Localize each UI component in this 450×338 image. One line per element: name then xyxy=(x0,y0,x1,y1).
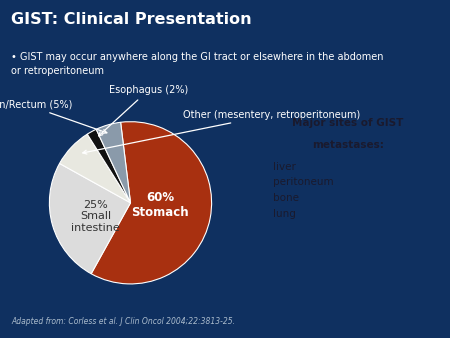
Wedge shape xyxy=(91,122,212,284)
Text: Colon/Rectum (5%): Colon/Rectum (5%) xyxy=(0,99,107,134)
Text: bone: bone xyxy=(273,193,299,203)
Text: GIST: Clinical Presentation: GIST: Clinical Presentation xyxy=(11,12,252,27)
Text: 60%
Stomach: 60% Stomach xyxy=(131,191,189,219)
Wedge shape xyxy=(96,122,130,203)
Text: 25%
Small
intestine: 25% Small intestine xyxy=(71,200,120,233)
Wedge shape xyxy=(59,134,130,203)
Text: Esophagus (2%): Esophagus (2%) xyxy=(99,85,188,136)
Wedge shape xyxy=(87,129,130,203)
Text: lung: lung xyxy=(273,209,296,219)
Text: Other (mesentery, retroperitoneum): Other (mesentery, retroperitoneum) xyxy=(83,110,360,154)
Text: peritoneum: peritoneum xyxy=(273,177,333,187)
Text: • GIST may occur anywhere along the GI tract or elsewhere in the abdomen
or retr: • GIST may occur anywhere along the GI t… xyxy=(11,52,384,76)
Text: Adapted from: Corless et al. J Clin Oncol 2004;22:3813-25.: Adapted from: Corless et al. J Clin Onco… xyxy=(11,317,235,326)
Wedge shape xyxy=(50,164,130,274)
Text: Major sites of GIST: Major sites of GIST xyxy=(292,118,403,128)
Text: metastases:: metastases: xyxy=(312,140,383,150)
Text: liver: liver xyxy=(273,162,296,172)
